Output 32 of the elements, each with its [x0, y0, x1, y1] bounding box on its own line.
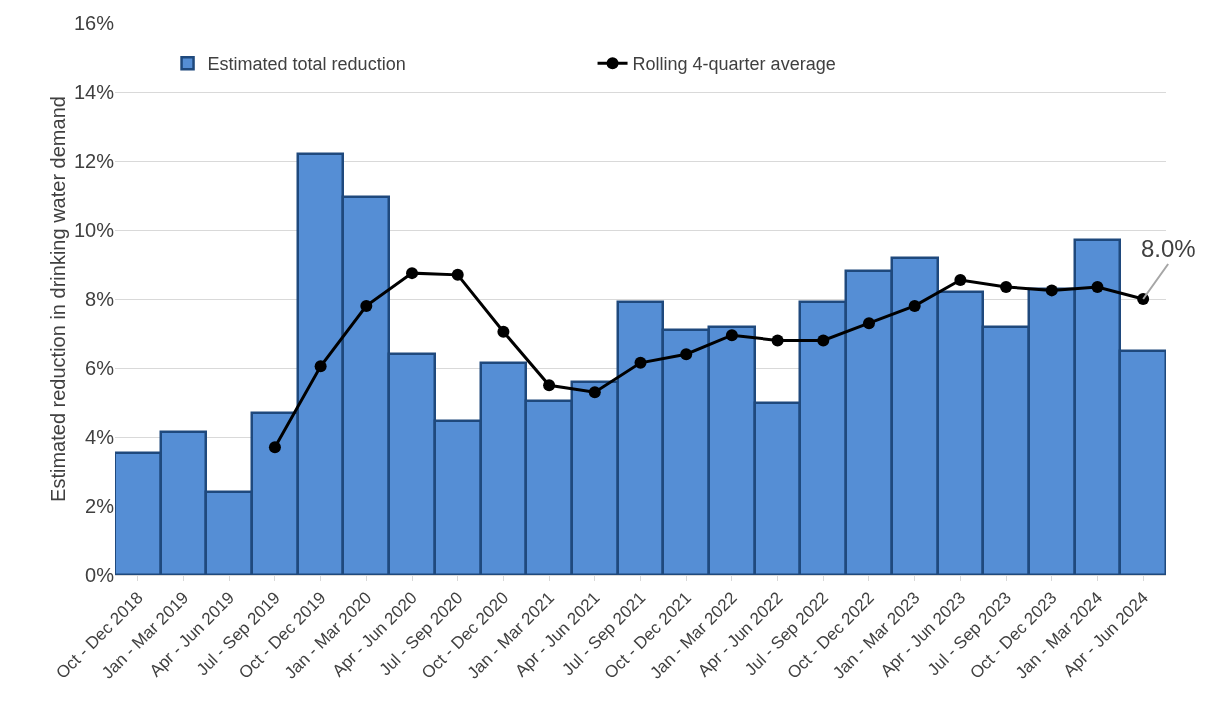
legend-label: Rolling 4-quarter average	[632, 54, 836, 75]
point	[588, 386, 601, 399]
y-tick-label: 16%	[73, 12, 115, 34]
annotation: 8.0%	[1141, 235, 1196, 262]
y-tick-label: 0%	[85, 564, 115, 586]
y-axis-title: Estimated reduction in drinking water demand	[47, 96, 69, 502]
y-tick-label: 6%	[85, 357, 115, 379]
y-tick-label: 12%	[73, 150, 115, 172]
point	[862, 317, 875, 330]
point	[1000, 280, 1013, 293]
legend-label: Estimated total reduction	[207, 54, 406, 75]
point	[543, 379, 556, 392]
point	[497, 325, 510, 338]
point	[954, 274, 967, 287]
point	[771, 334, 784, 347]
y-tick-label: 4%	[85, 426, 115, 448]
y-tick-label: 2%	[85, 495, 115, 517]
point	[268, 441, 281, 454]
point	[406, 267, 419, 280]
point	[1091, 280, 1104, 293]
y-tick-label: 8%	[85, 288, 115, 310]
point	[817, 334, 830, 347]
point	[314, 360, 327, 373]
point	[451, 268, 464, 281]
point	[360, 299, 373, 312]
point	[1045, 284, 1058, 297]
point	[725, 329, 738, 342]
y-tick-label: 14%	[73, 81, 115, 103]
y-tick-label: 10%	[73, 219, 115, 241]
point	[680, 348, 693, 361]
point	[634, 356, 647, 369]
point	[908, 299, 921, 312]
